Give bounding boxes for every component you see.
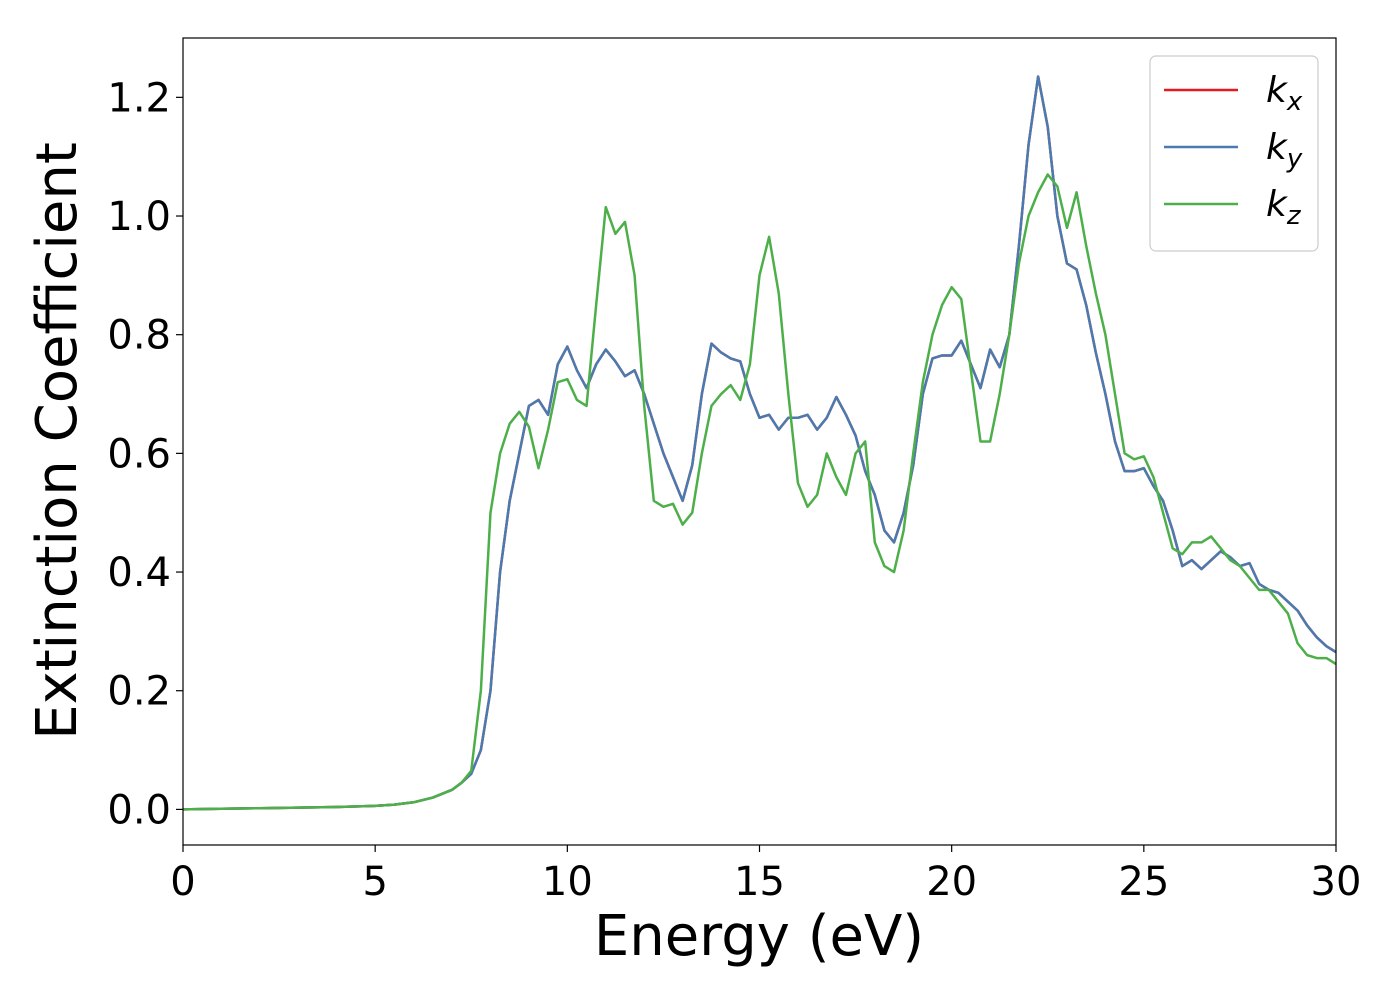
y-tick-label: 0.0 (107, 787, 171, 833)
x-tick-label: 30 (1311, 859, 1362, 905)
legend-label: ky (1266, 127, 1303, 174)
y-tick-label: 1.2 (107, 75, 171, 121)
y-tick-label: 0.2 (107, 669, 171, 715)
legend-box (1149, 55, 1319, 252)
y-axis-label: Extinction Coefficient (25, 142, 90, 740)
x-tick-label: 20 (926, 859, 977, 905)
x-tick-label: 10 (542, 859, 593, 905)
x-axis-label: Energy (eV) (594, 904, 924, 969)
y-tick-label: 0.8 (107, 313, 171, 359)
plot-lines (183, 75, 1336, 811)
legend-label: kz (1266, 184, 1302, 231)
series-line (183, 173, 1336, 811)
legend-label: kx (1266, 70, 1303, 117)
legend: kx ky kz (1149, 55, 1319, 252)
x-tick-label: 15 (734, 859, 785, 905)
x-tick-label: 0 (170, 859, 195, 905)
x-tick-label: 25 (1118, 859, 1169, 905)
y-tick-label: 1.0 (107, 194, 171, 240)
y-tick-label: 0.4 (107, 550, 171, 596)
series-line (183, 75, 1336, 811)
x-tick-label: 5 (362, 859, 387, 905)
y-tick-label: 0.6 (107, 431, 171, 477)
